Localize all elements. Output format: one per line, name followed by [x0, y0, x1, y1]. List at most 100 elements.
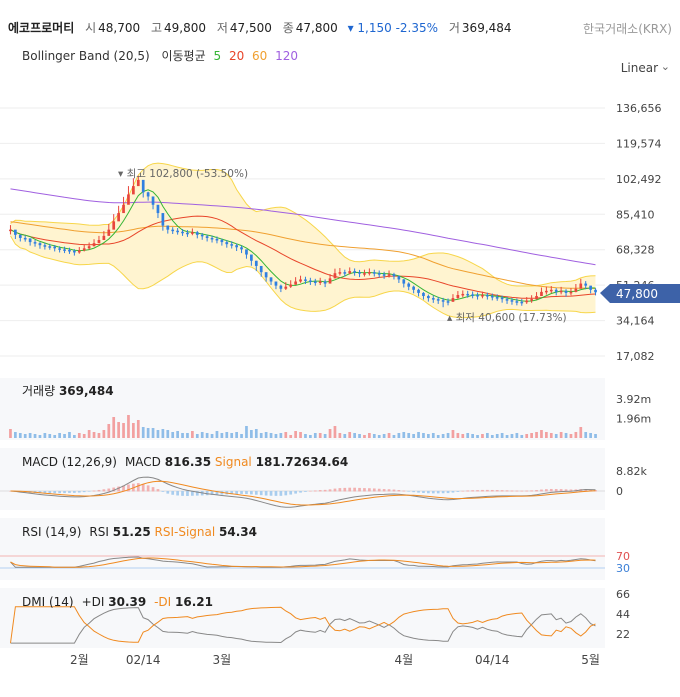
- macd-hist-bar: [63, 491, 66, 494]
- macd-hist-bar: [323, 489, 327, 492]
- price-tick-label: 119,574: [616, 137, 662, 150]
- macd-hist-bar: [412, 491, 415, 493]
- volume-bar: [525, 434, 529, 438]
- volume-bar: [254, 429, 258, 438]
- candle-body: [382, 274, 386, 276]
- macd-hist-bar: [397, 489, 401, 492]
- candle-body: [441, 300, 445, 302]
- macd-hist-bar: [363, 488, 366, 492]
- candle-body: [186, 232, 189, 235]
- candle-body: [481, 294, 484, 297]
- volume-bar: [451, 430, 455, 438]
- volume-bar: [441, 434, 445, 438]
- volume-bar: [309, 435, 312, 438]
- ma-label[interactable]: 이동평균: [161, 49, 206, 63]
- macd-hist-bar: [58, 491, 61, 494]
- candle-body: [294, 281, 297, 285]
- price-tick-label: 68,328: [616, 244, 655, 257]
- macd-tick-label: 0: [616, 485, 623, 498]
- volume-bar: [486, 433, 489, 438]
- candle-body: [456, 294, 460, 299]
- macd-hist-bar: [348, 487, 352, 492]
- chevron-down-icon[interactable]: ⌄: [660, 60, 670, 73]
- candle-body: [250, 254, 253, 261]
- macd-hist-bar: [456, 491, 460, 492]
- volume-bar: [235, 432, 238, 438]
- rsi-lines: [0, 555, 605, 569]
- candle-body: [323, 281, 327, 284]
- macd-hist-bar: [387, 489, 391, 492]
- ma-120: 120: [275, 49, 299, 63]
- candle-body: [195, 232, 199, 235]
- candle-body: [284, 286, 288, 289]
- volume-bar: [176, 431, 179, 438]
- macd-hist-bar: [318, 490, 322, 492]
- macd-hist-bar: [431, 491, 435, 494]
- volume-panel-title: 거래량 369,484: [22, 384, 114, 398]
- macd-hist-bar: [9, 491, 12, 492]
- volume-bar: [530, 433, 533, 438]
- indicator-legend[interactable]: Bollinger Band (20,5) 이동평균 5 20 60 120: [22, 47, 298, 64]
- volume-bar: [215, 431, 219, 438]
- macd-hist-bar: [97, 489, 101, 492]
- candle-body: [490, 296, 494, 298]
- volume-bar: [427, 434, 430, 438]
- volume-bar: [323, 434, 327, 438]
- macd-hist-bar: [309, 490, 312, 492]
- candle-body: [259, 265, 263, 273]
- candle-body: [368, 272, 371, 274]
- change-value: ▾ 1,150 -2.35%: [347, 21, 439, 35]
- volume-bar: [554, 434, 558, 438]
- macd-hist-bar: [584, 489, 588, 492]
- x-tick-label: 04/14: [475, 653, 510, 667]
- candle-body: [392, 274, 396, 277]
- candle-body: [338, 272, 342, 274]
- ma-5-line: [10, 189, 596, 302]
- candle-body: [191, 232, 194, 234]
- candle-body: [412, 286, 415, 290]
- macd-hist-bar: [92, 490, 96, 492]
- candle-body: [245, 249, 248, 255]
- volume-bar: [269, 433, 273, 438]
- macd-hist-bar: [117, 486, 120, 492]
- volume-bar: [53, 435, 57, 438]
- panel-bg: [0, 448, 605, 510]
- macd-hist-bar: [392, 489, 396, 492]
- volume-bar: [328, 429, 332, 438]
- candle-body: [451, 298, 455, 302]
- volume-bar: [510, 434, 514, 438]
- macd-hist-bar: [299, 491, 302, 493]
- volume-bar: [363, 435, 366, 438]
- volume-bar: [579, 427, 583, 438]
- close-value: 47,800: [295, 21, 338, 35]
- volume-bar: [535, 432, 538, 438]
- macd-panel-title: MACD (12,26,9) MACD 816.35 Signal 181.726…: [22, 455, 348, 469]
- macd-hist-bar: [304, 491, 307, 492]
- volume-bar: [584, 432, 588, 438]
- min-annotation: ▴ 최저 40,600 (17.73%): [447, 312, 567, 324]
- volume-bar: [564, 433, 568, 438]
- ma-20: 20: [228, 49, 245, 63]
- candle-body: [407, 283, 411, 287]
- macd-hist-bar: [112, 487, 116, 492]
- candle-body: [358, 272, 361, 274]
- volume-tick-label: 3.92m: [616, 393, 651, 406]
- candle-body: [353, 271, 356, 273]
- volume-bar: [117, 422, 120, 438]
- volume-bar: [28, 433, 32, 438]
- scale-selector[interactable]: Linear: [620, 61, 658, 75]
- bollinger-label[interactable]: Bollinger Band (20,5): [22, 49, 150, 63]
- macd-hist-bar: [358, 487, 361, 492]
- candle-body: [151, 196, 155, 205]
- macd-tick-label: 8.82k: [616, 465, 647, 478]
- volume-bar: [569, 434, 573, 438]
- candle-body: [545, 290, 548, 293]
- volume-bar: [392, 435, 396, 438]
- macd-hist-bar: [436, 491, 440, 494]
- macd-hist-bar: [481, 489, 484, 492]
- x-tick-label: 02/14: [126, 653, 161, 667]
- candle-body: [476, 294, 479, 297]
- candle-body: [132, 186, 135, 195]
- exchange-label: 한국거래소(KRX): [583, 22, 672, 36]
